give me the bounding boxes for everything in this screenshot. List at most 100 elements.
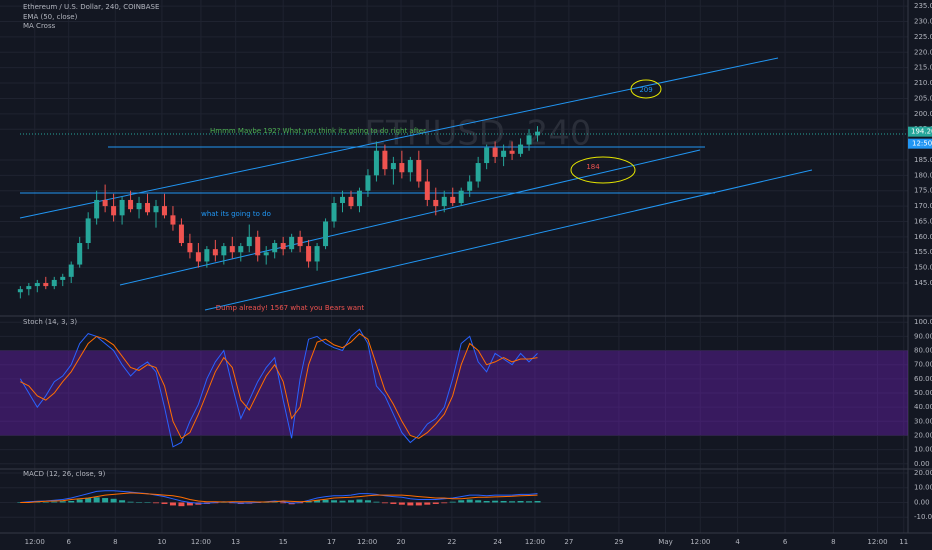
candle-body [272,243,278,253]
histogram-bar [364,500,371,503]
trend-line [19,57,779,219]
y-tick-label: 10.00 [914,484,932,492]
candle-body [77,243,83,265]
histogram-bar [169,502,176,506]
candle-body [221,246,227,256]
histogram-bar [110,498,117,503]
x-tick-label: 8 [831,538,835,546]
candle-body [458,190,464,204]
histogram-bar [466,499,473,503]
histogram-bar [51,501,58,503]
histogram-bar [136,502,143,503]
candle-body [356,190,362,207]
x-tick-label: 12:00 [867,538,887,546]
candle-body [450,196,456,204]
histogram-bar [509,501,516,503]
candle-body [94,199,100,219]
y-tick-label: 90.00 [914,332,932,340]
x-tick-label: 12:00 [191,538,211,546]
candle-body [373,150,379,176]
histogram-bar [280,502,287,504]
y-tick-label: 205.00 [914,94,932,102]
y-tick-label: 175.00 [914,187,932,195]
histogram-bar [322,499,329,503]
y-tick-label: 170.00 [914,202,932,210]
candle-body [170,215,176,225]
y-tick-label: 20.00 [914,431,932,439]
histogram-bar [449,501,456,503]
pane-title: Stoch (14, 3, 3) [23,318,77,326]
y-tick-label: 100.00 [914,318,932,326]
y-tick-label: 185.00 [914,156,932,164]
candle-body [178,224,184,244]
x-tick-label: 20 [397,538,406,546]
last-price-label: 194.20 [911,128,932,136]
marks [0,126,908,507]
histogram-bar [127,501,134,503]
candle-body [467,181,473,191]
candle-body [102,199,108,207]
annotation: what its going to do [201,210,271,218]
y-tick-label: 0.00 [914,460,930,468]
candle-body [535,131,541,136]
candle-body [204,249,210,262]
y-tick-label: 0.00 [914,498,930,506]
trend-line [119,149,701,286]
candle-body [484,147,490,164]
histogram-bar [339,500,346,503]
histogram-bar [347,500,354,503]
candle-body [441,196,447,207]
candle-body [297,236,303,247]
candle-body [306,246,312,262]
histogram-bar [441,502,448,504]
indicator-label: MA Cross [23,22,56,30]
histogram-bar [483,501,490,503]
y-tick-label: 220.00 [914,48,932,56]
candle-body [68,264,74,277]
y-tick-label: 215.00 [914,64,932,72]
candle-body [145,203,151,213]
x-tick-label: 24 [493,538,502,546]
y-tick-label: 235.00 [914,2,932,10]
indicator-line [19,328,538,448]
histogram-bar [526,501,533,503]
candle-body [195,252,201,262]
axes: 12:00 6 8 10 12:00 13 15 17 12:00 20 22 24 12:00 27 29… [25,2,932,546]
candle-body [501,150,507,157]
candle-body [382,150,388,170]
indicator-line [20,492,538,503]
y-tick-label: 50.00 [914,389,932,397]
x-tick-label: 12:00 [525,538,545,546]
y-tick-label: 155.00 [914,248,932,256]
pane-title: MACD (12, 26, close, 9) [23,470,106,478]
histogram-bar [492,500,499,503]
annotation: 184 [586,163,600,171]
y-tick-label: 225.00 [914,33,932,41]
last-price-tag [908,126,932,137]
histogram-bar [390,502,397,504]
histogram-bar [331,500,338,503]
histogram-bar [161,502,168,504]
histogram-bar [119,500,126,503]
candle-body [17,289,23,293]
histogram-bar [398,502,405,505]
candle-body [518,144,524,154]
circle-mark [630,79,662,99]
histogram-bar [458,500,465,503]
candle-body [509,150,515,154]
candle-body [85,218,91,244]
histogram-bar [152,502,159,504]
chart-title: Ethereum / U.S. Dollar, 240, COINBASE [23,3,159,11]
indicator-line [20,332,538,440]
candle-body [51,279,57,287]
candle-body [255,236,261,256]
candle-body [492,147,498,157]
y-tick-label: 30.00 [914,417,932,425]
candle-body [323,221,329,247]
y-tick-label: 80.00 [914,347,932,355]
annotation: Hmmm Maybe 192? What you think its going… [210,127,426,135]
candle-body [246,236,252,247]
histogram-bar [186,502,193,506]
x-tick-label: 22 [447,538,456,546]
